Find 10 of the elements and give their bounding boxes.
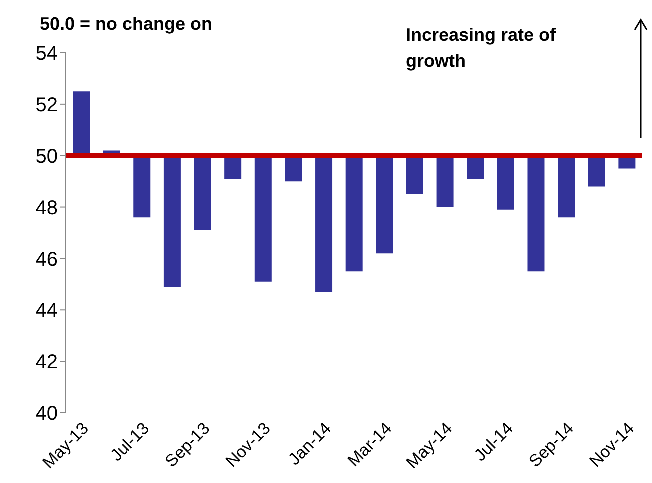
- annotation: Increasing rate of growth: [406, 24, 558, 73]
- y-tick-label: 42: [36, 352, 58, 374]
- chart-title: 50.0 = no change on: [40, 14, 213, 35]
- y-tick-label: 44: [36, 300, 58, 322]
- y-tick-label: 54: [36, 43, 58, 66]
- y-tick-label: 46: [36, 248, 58, 271]
- y-tick-label: 52: [36, 94, 58, 117]
- y-tick-label: 48: [36, 197, 58, 220]
- y-tick-label: 50: [36, 146, 58, 168]
- y-tick-label: 40: [36, 403, 58, 426]
